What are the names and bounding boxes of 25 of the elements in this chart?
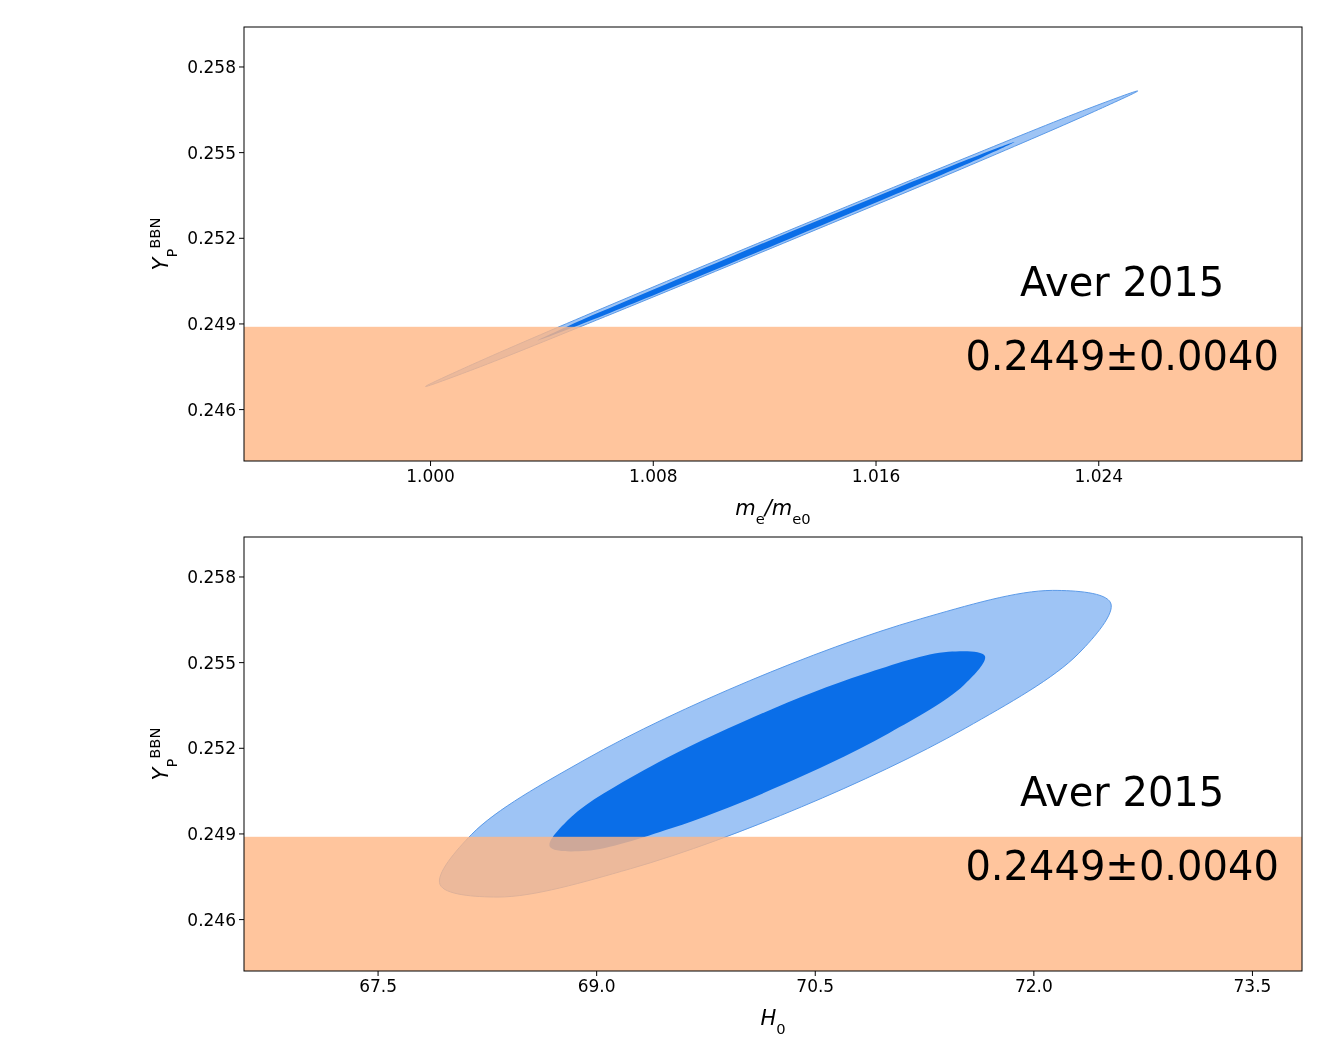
y-tick-label: 0.255 [187, 142, 236, 163]
x-tick-label: 1.000 [406, 466, 455, 486]
y-tick-label: 0.255 [187, 652, 236, 673]
x-tick-label: 70.5 [796, 976, 835, 996]
x-tick-label: 72.0 [1014, 976, 1053, 996]
x-tick-label: 1.008 [628, 466, 678, 486]
y-tick-label: 0.252 [187, 228, 236, 249]
y-tick-label: 0.246 [187, 399, 236, 420]
x-tick-label: 1.016 [851, 466, 901, 486]
annotation: Aver 2015 [1020, 769, 1225, 816]
x-tick-label: 69.0 [577, 976, 616, 996]
y-tick-label: 0.252 [187, 738, 236, 759]
x-tick-label: 67.5 [359, 976, 397, 996]
y-tick-label: 0.249 [187, 313, 236, 334]
y-tick-label: 0.258 [187, 566, 236, 587]
y-tick-label: 0.249 [187, 823, 236, 844]
y-tick-label: 0.258 [187, 56, 236, 77]
x-axis-title: H$_{0}$ [760, 1006, 786, 1037]
x-tick-label: 1.024 [1074, 466, 1124, 486]
annotation: Aver 2015 [1020, 259, 1225, 306]
x-axis-title: m$_{e}$/m$_{e0}$ [735, 496, 811, 527]
annotation: 0.2449±0.0040 [965, 842, 1279, 889]
y-tick-label: 0.246 [187, 909, 236, 930]
x-tick-label: 73.5 [1233, 976, 1272, 996]
annotation: 0.2449±0.0040 [965, 332, 1279, 379]
